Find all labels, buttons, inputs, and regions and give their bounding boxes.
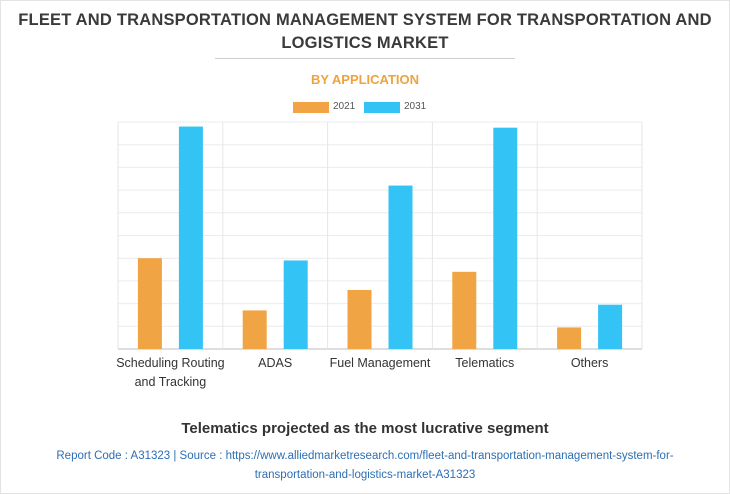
bar-2021 xyxy=(452,271,477,349)
bar-chart: Scheduling Routing and Tracking ADAS Fuel M… xyxy=(116,121,643,389)
legend-swatch-2031 xyxy=(364,102,400,113)
x-tick-label: Scheduling Routing and Tracking xyxy=(116,356,224,389)
x-tick-label: ADAS xyxy=(258,356,292,370)
legend: 2021 2031 xyxy=(0,101,730,115)
legend-swatch-2021 xyxy=(293,102,329,113)
bar-2031 xyxy=(283,260,308,349)
x-tick-labels: Scheduling Routing and Tracking ADAS Fuel M… xyxy=(116,356,608,389)
bar-2021 xyxy=(557,327,582,349)
bar-2031 xyxy=(493,127,518,349)
chart-title: FLEET AND TRANSPORTATION MANAGEMENT SYST… xyxy=(18,11,712,52)
bar-2031 xyxy=(178,126,203,349)
bar-2021 xyxy=(347,289,372,349)
x-tick-label: Others xyxy=(571,356,609,370)
bar-2031 xyxy=(388,185,413,349)
bars xyxy=(137,126,623,349)
legend-label-2021: 2021 xyxy=(333,101,356,112)
bar-2031 xyxy=(598,304,623,349)
bar-2021 xyxy=(242,310,267,349)
x-tick-label: Telematics xyxy=(455,356,514,370)
chart-subtitle: BY APPLICATION xyxy=(310,72,420,87)
bar-2021 xyxy=(137,258,162,349)
grid xyxy=(117,121,643,350)
title-divider xyxy=(215,58,515,59)
x-tick-label: Fuel Management xyxy=(330,356,431,370)
legend-label-2031: 2031 xyxy=(404,101,427,112)
headline: Telematics projected as the most lucrati… xyxy=(181,420,549,437)
source-footer: Report Code : A31323 | Source : https://… xyxy=(56,450,674,481)
